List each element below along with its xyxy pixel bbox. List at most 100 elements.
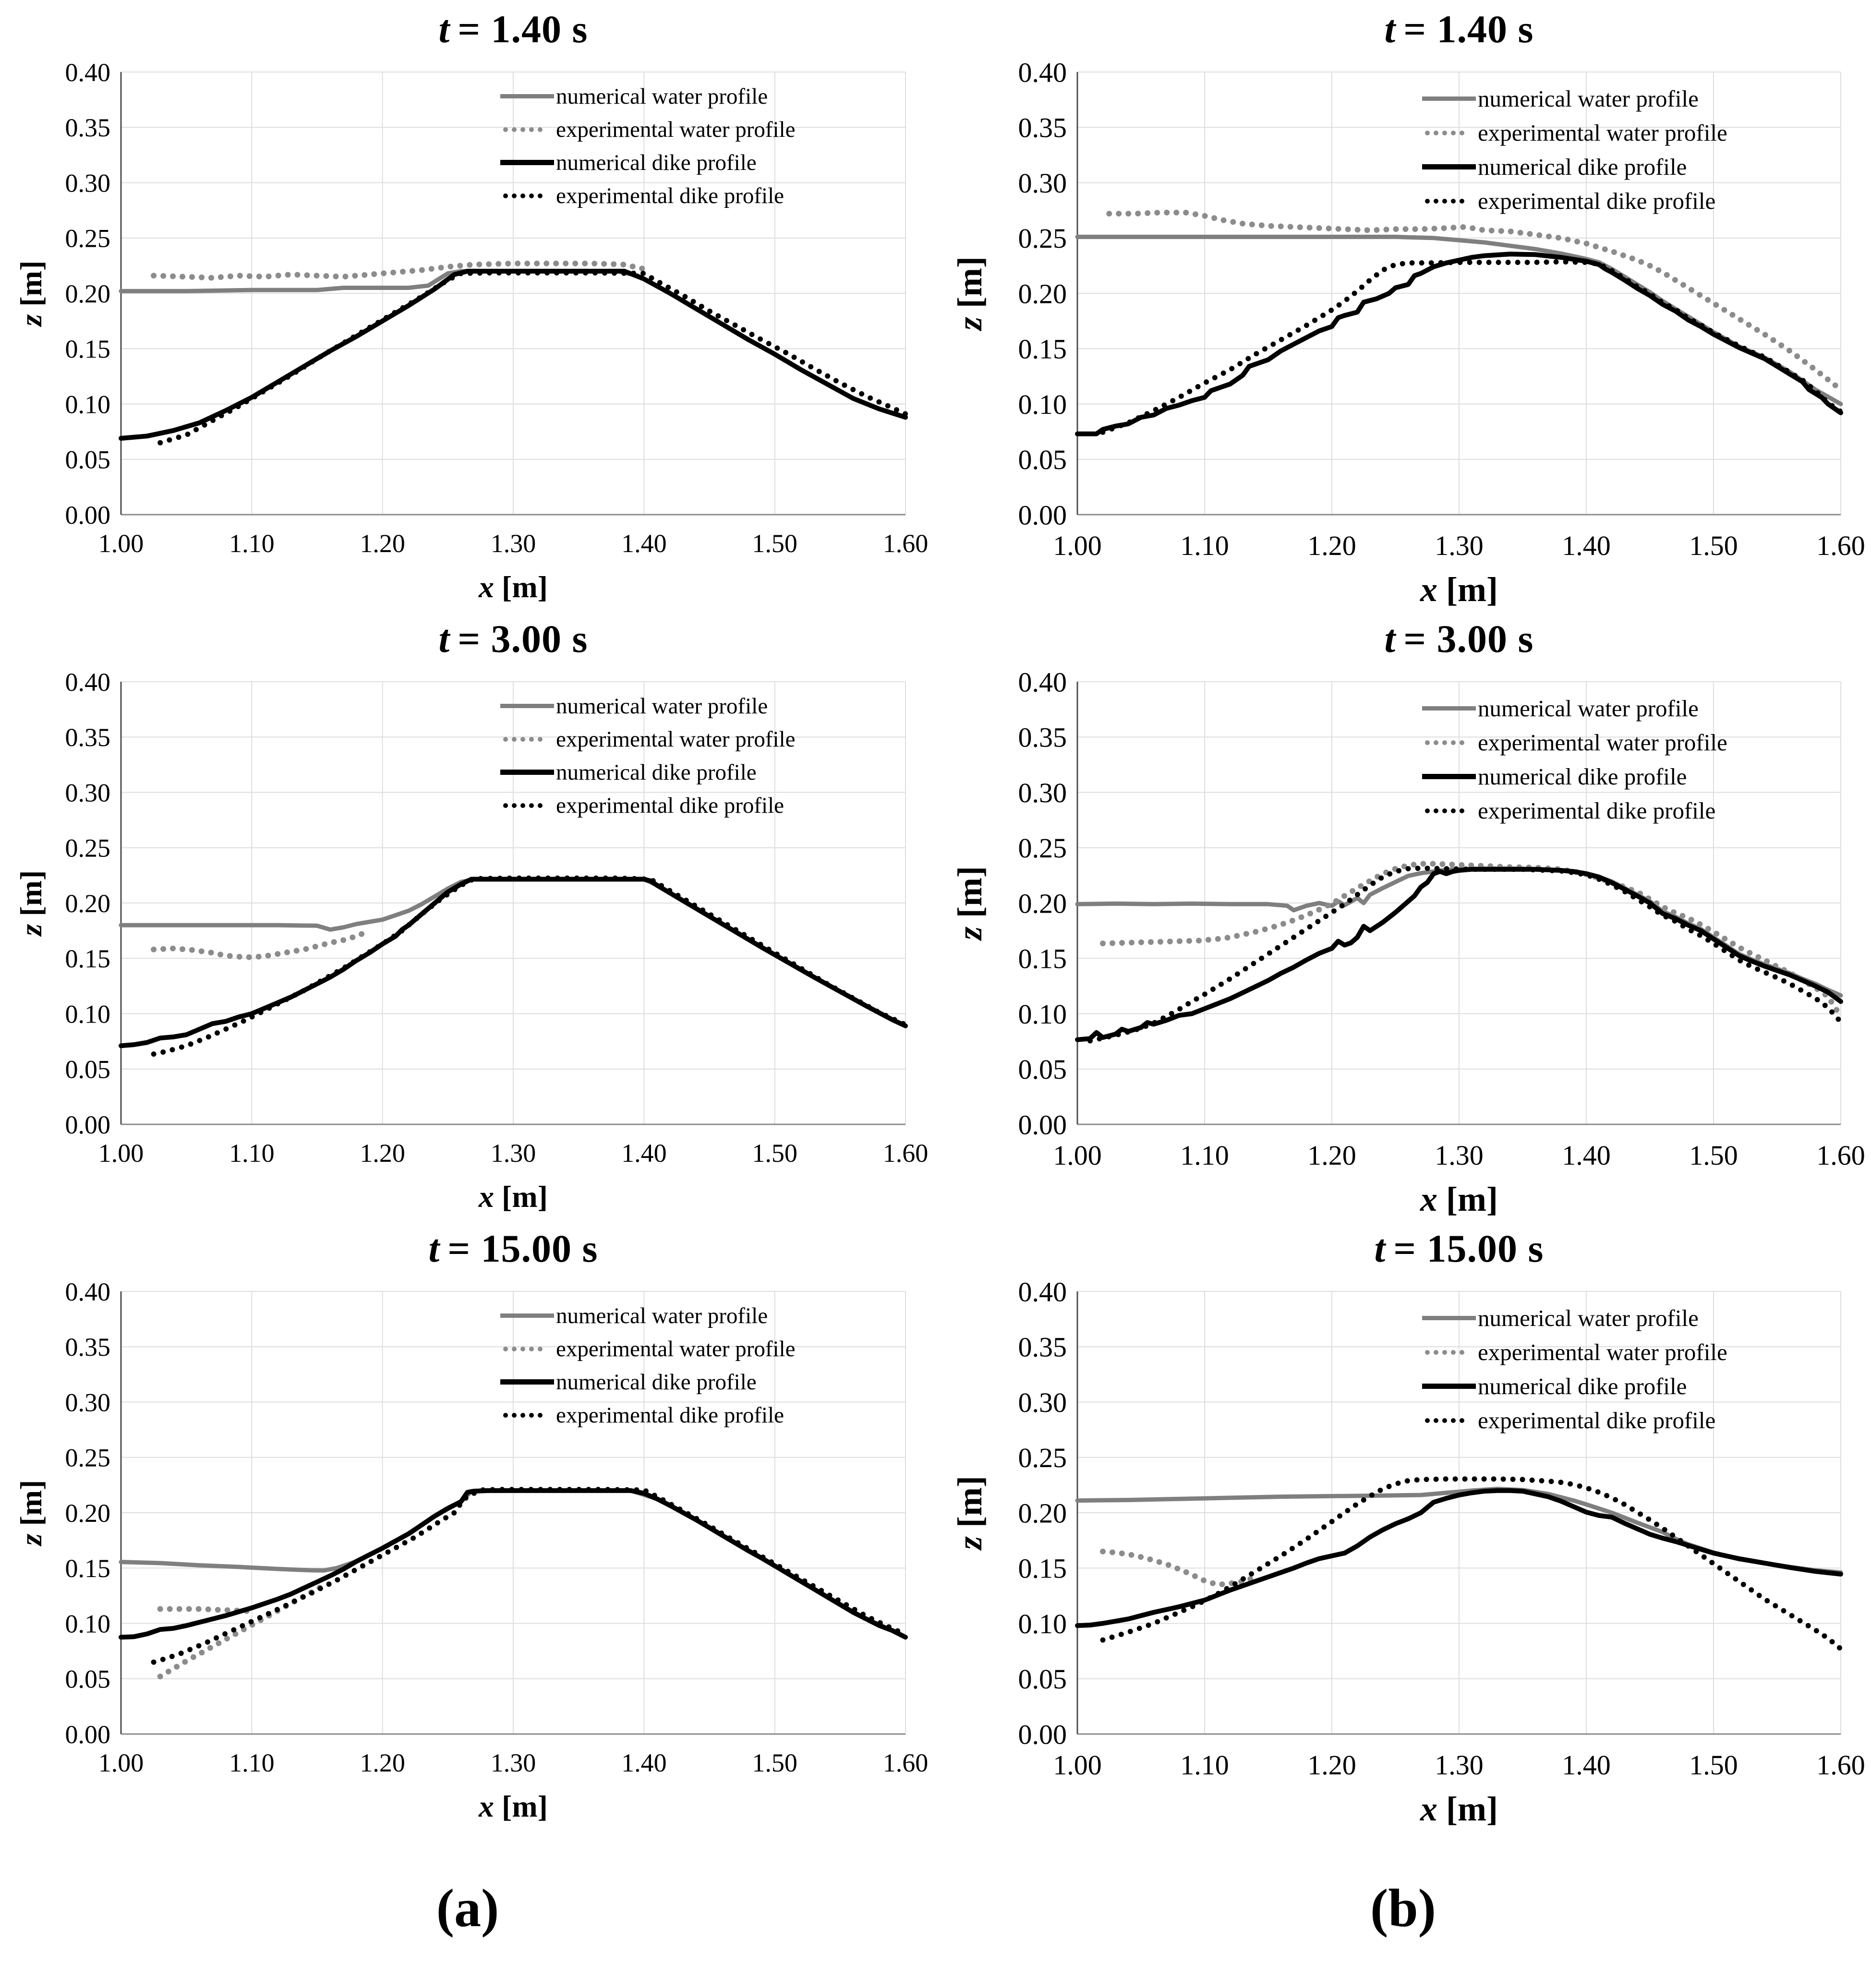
solid-black-line-swatch — [1422, 164, 1476, 169]
svg-text:0.00: 0.00 — [1018, 1109, 1067, 1140]
solid-black-line-swatch — [1422, 1384, 1476, 1389]
solid-black-line-swatch — [500, 160, 554, 165]
svg-text:1.50: 1.50 — [1689, 1140, 1738, 1171]
caption-a: (a) — [436, 1879, 499, 1938]
svg-text:0.25: 0.25 — [1018, 832, 1067, 864]
plot-area: 1.00 1.10 1.20 1.30 1.40 1.50 1.60 0.00 0.05 0.10… — [14, 668, 929, 1214]
legend-item: experimental dike profile — [1422, 184, 1727, 218]
chart-panel-a-t15-00: 1.00 1.10 1.20 1.30 1.40 1.50 1.60 0.00 0.05 0.10… — [0, 1219, 935, 1829]
svg-text:1.20: 1.20 — [360, 1139, 405, 1168]
legend-item: experimental water profile — [500, 723, 795, 756]
svg-text:1.20: 1.20 — [360, 1748, 405, 1777]
svg-text:1.10: 1.10 — [229, 1139, 275, 1168]
dotted-gray-line-swatch — [503, 736, 543, 742]
y-tick-labels: 0.00 0.05 0.10 0.15 0.20 0.25 0.30 0.35 0.40 — [65, 1277, 111, 1749]
x-tick-labels: 1.00 1.10 1.20 1.30 1.40 1.50 1.60 — [98, 1139, 929, 1168]
y-tick-labels: 0.00 0.05 0.10 0.15 0.20 0.25 0.30 0.35 0.40 — [1018, 57, 1067, 530]
gridlines — [1077, 72, 1841, 515]
svg-text:1.50: 1.50 — [1689, 530, 1738, 561]
solid-black-line-swatch — [1422, 774, 1476, 779]
svg-text:0.00: 0.00 — [1018, 1719, 1067, 1750]
svg-text:0.05: 0.05 — [65, 1055, 111, 1084]
y-tick-labels: 0.00 0.05 0.10 0.15 0.20 0.25 0.30 0.35 0.40 — [1018, 1276, 1067, 1750]
y-axis-title: z [m] — [14, 870, 48, 937]
legend: numerical water profile experimental wat… — [1422, 1301, 1727, 1437]
x-tick-labels: 1.00 1.10 1.20 1.30 1.40 1.50 1.60 — [98, 1748, 929, 1777]
svg-text:0.15: 0.15 — [1018, 943, 1067, 975]
svg-text:1.60: 1.60 — [883, 1748, 929, 1777]
x-axis-title: x [m] — [1420, 570, 1498, 609]
chart-panel-b-t1-40: 1.00 1.10 1.20 1.30 1.40 1.50 1.60 0.00 0.05 0.10… — [935, 0, 1871, 610]
dotted-gray-line-swatch — [1425, 740, 1464, 745]
legend-item: numerical water profile — [1422, 691, 1727, 725]
svg-text:0.40: 0.40 — [65, 1277, 111, 1306]
svg-text:0.30: 0.30 — [65, 1388, 111, 1417]
svg-text:0.20: 0.20 — [65, 889, 111, 918]
y-axis-title: z [m] — [951, 1476, 989, 1551]
dotted-gray-line-swatch — [1425, 1349, 1464, 1355]
legend: numerical water profile experimental wat… — [1422, 691, 1727, 828]
solid-gray-line-swatch — [1422, 1316, 1476, 1320]
svg-text:0.00: 0.00 — [65, 1110, 111, 1139]
svg-text:0.40: 0.40 — [65, 58, 111, 87]
svg-text:1.20: 1.20 — [1307, 1140, 1356, 1171]
y-tick-labels: 0.00 0.05 0.10 0.15 0.20 0.25 0.30 0.35 0.40 — [65, 58, 111, 530]
legend-item: numerical dike profile — [500, 1365, 795, 1398]
svg-text:0.20: 0.20 — [65, 279, 111, 308]
x-axis-title: x [m] — [1420, 1180, 1498, 1218]
svg-text:0.15: 0.15 — [65, 1554, 111, 1583]
dotted-black-line-swatch — [503, 193, 543, 198]
svg-text:1.40: 1.40 — [621, 1139, 667, 1168]
svg-text:1.40: 1.40 — [1562, 1140, 1611, 1171]
svg-text:1.60: 1.60 — [1816, 1140, 1865, 1171]
series-experimental-dike-profile — [151, 1487, 901, 1665]
svg-text:1.30: 1.30 — [1435, 1749, 1484, 1781]
legend-item: numerical dike profile — [1422, 150, 1727, 184]
legend-item: experimental dike profile — [500, 789, 795, 822]
caption-row: (a) (b) — [0, 1829, 1871, 1988]
plot-area: 1.00 1.10 1.20 1.30 1.40 1.50 1.60 0.00 0.05 0.10… — [951, 57, 1865, 609]
series-experimental-dike-profile — [157, 270, 908, 446]
solid-black-line-swatch — [500, 1379, 554, 1385]
x-axis-title: x [m] — [1420, 1790, 1498, 1828]
svg-text:0.05: 0.05 — [1018, 444, 1067, 475]
svg-text:0.25: 0.25 — [65, 1444, 111, 1472]
svg-text:1.60: 1.60 — [883, 529, 929, 558]
svg-text:1.60: 1.60 — [1816, 530, 1865, 561]
svg-text:0.25: 0.25 — [65, 834, 111, 863]
svg-text:1.40: 1.40 — [1562, 530, 1611, 561]
legend-item: numerical water profile — [500, 80, 795, 113]
svg-text:0.10: 0.10 — [65, 1609, 111, 1638]
legend-item: numerical dike profile — [1422, 1369, 1727, 1403]
y-axis-title: z [m] — [951, 256, 989, 332]
svg-text:1.30: 1.30 — [1435, 1140, 1484, 1171]
dotted-black-line-swatch — [503, 1412, 543, 1418]
gridlines — [121, 681, 906, 1124]
legend: numerical water profile experimental wat… — [500, 689, 795, 822]
solid-gray-line-swatch — [1422, 96, 1476, 101]
svg-text:1.30: 1.30 — [1435, 530, 1484, 561]
y-tick-labels: 0.00 0.05 0.10 0.15 0.20 0.25 0.30 0.35 0.40 — [65, 668, 111, 1139]
y-axis-title: z [m] — [14, 1480, 48, 1547]
svg-text:0.30: 0.30 — [1018, 168, 1067, 199]
x-tick-labels: 1.00 1.10 1.20 1.30 1.40 1.50 1.60 — [1053, 1749, 1865, 1781]
svg-text:0.25: 0.25 — [1018, 223, 1067, 254]
svg-text:1.40: 1.40 — [621, 529, 667, 558]
dotted-black-line-swatch — [1425, 808, 1464, 813]
svg-text:0.15: 0.15 — [1018, 1553, 1067, 1584]
svg-text:1.30: 1.30 — [491, 529, 536, 558]
svg-text:0.05: 0.05 — [65, 1665, 111, 1694]
x-axis-title: x [m] — [478, 570, 548, 604]
x-tick-labels: 1.00 1.10 1.20 1.30 1.40 1.50 1.60 — [1053, 1140, 1865, 1171]
svg-text:0.05: 0.05 — [65, 446, 111, 474]
legend-item: numerical water profile — [500, 1299, 795, 1332]
svg-text:1.40: 1.40 — [621, 1748, 667, 1777]
legend-item: numerical dike profile — [500, 146, 795, 179]
svg-text:1.00: 1.00 — [98, 529, 144, 558]
svg-text:0.20: 0.20 — [65, 1499, 111, 1528]
svg-text:1.30: 1.30 — [491, 1748, 536, 1777]
legend-item: experimental dike profile — [1422, 1403, 1727, 1437]
svg-text:0.35: 0.35 — [1018, 112, 1067, 144]
dotted-black-line-swatch — [1425, 198, 1464, 204]
svg-text:0.20: 0.20 — [1018, 888, 1067, 919]
